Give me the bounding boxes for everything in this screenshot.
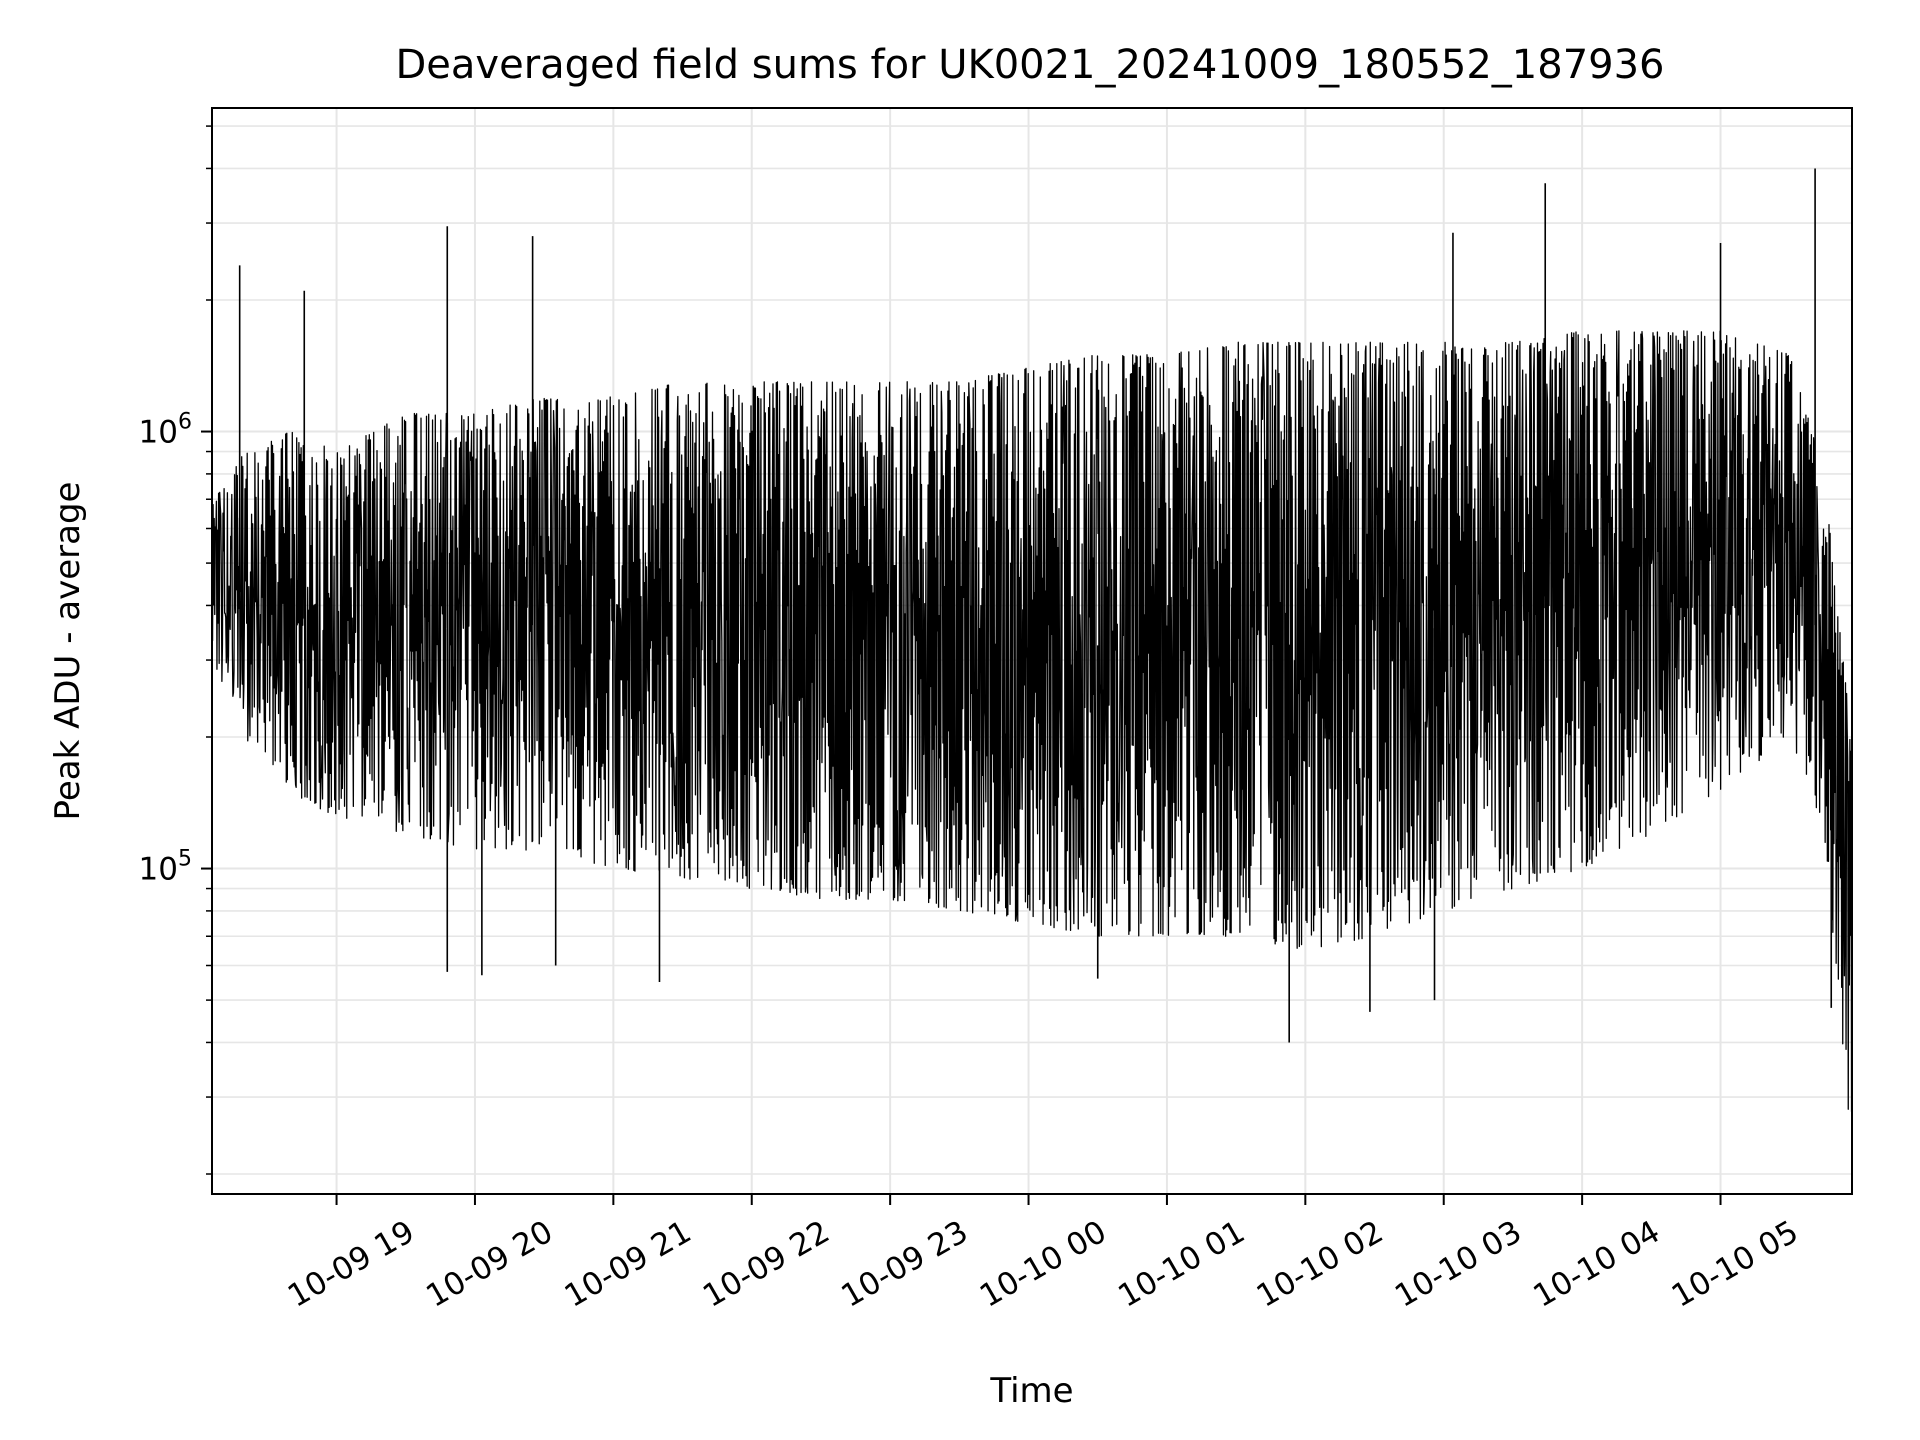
y-axis: 105 106: [139, 125, 212, 1175]
plot-frame: [211, 107, 1853, 1195]
y-axis-label: Peak ADU - average: [48, 482, 88, 821]
x-axis-label: Time: [989, 1371, 1073, 1411]
y-tick-label: 105: [139, 847, 192, 888]
y-tick-label: 106: [139, 410, 192, 451]
series-layer: [211, 168, 1853, 1156]
series-line: [211, 330, 1853, 1112]
chart-title: Deaveraged field sums for UK0021_2024100…: [395, 42, 1664, 88]
